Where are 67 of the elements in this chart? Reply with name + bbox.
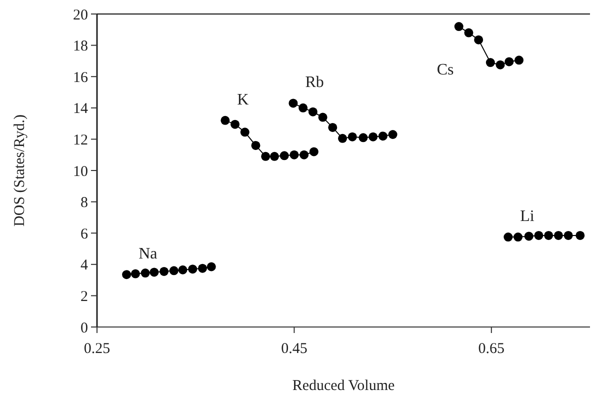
- point: [388, 130, 398, 140]
- point: [140, 268, 150, 278]
- y-tick-label: 20: [73, 7, 88, 24]
- point: [486, 58, 495, 68]
- point: [554, 230, 563, 240]
- y-tick-label: 6: [80, 226, 88, 242]
- point: [318, 112, 328, 122]
- point: [338, 134, 348, 143]
- point: [464, 28, 474, 38]
- series-label: K: [237, 91, 250, 108]
- point: [169, 266, 178, 276]
- series-label: Na: [138, 246, 158, 263]
- y-tick-label: 18: [73, 38, 88, 55]
- y-tick-label: 2: [80, 288, 88, 305]
- point: [514, 232, 523, 242]
- point: [298, 103, 308, 112]
- point: [309, 147, 318, 156]
- point: [290, 150, 299, 160]
- x-tick-label: 0.65: [478, 341, 505, 357]
- point: [150, 268, 159, 277]
- point: [251, 140, 260, 150]
- point: [178, 265, 188, 274]
- point: [534, 230, 544, 240]
- point: [220, 116, 230, 125]
- y-tick-label: 10: [73, 164, 88, 180]
- x-axis-title: Reduced Volume: [292, 378, 396, 394]
- point: [454, 22, 464, 32]
- point: [504, 57, 514, 66]
- point: [300, 150, 309, 160]
- point: [368, 132, 378, 142]
- point: [514, 56, 524, 65]
- point: [160, 266, 169, 276]
- point: [270, 152, 279, 161]
- point: [198, 264, 207, 273]
- point: [308, 107, 318, 116]
- point: [230, 120, 240, 129]
- point: [288, 98, 298, 108]
- series-label: Cs: [436, 62, 454, 79]
- point: [328, 122, 338, 132]
- series-label: Li: [520, 208, 535, 226]
- y-tick-label: 12: [73, 132, 88, 148]
- point: [240, 128, 250, 137]
- series-label: Rb: [305, 74, 324, 92]
- point: [358, 133, 368, 142]
- point: [348, 132, 357, 142]
- point: [188, 264, 198, 274]
- x-tick-label: 0.45: [281, 341, 308, 357]
- y-tick-label: 16: [73, 70, 88, 86]
- y-tick-label: 0: [80, 320, 88, 336]
- point: [280, 151, 289, 160]
- y-axis-title: DOS (States/Ryd.): [12, 114, 28, 226]
- point: [474, 35, 484, 44]
- point: [496, 60, 505, 70]
- y-tick-label: 14: [73, 101, 88, 118]
- point: [504, 232, 513, 242]
- point: [564, 230, 573, 240]
- point: [544, 230, 554, 240]
- point: [576, 230, 585, 240]
- point: [378, 132, 388, 141]
- point: [261, 152, 270, 161]
- y-tick-label: 4: [80, 258, 88, 274]
- x-tick-label: 0.25: [84, 341, 110, 357]
- y-tick-label: 8: [80, 195, 88, 212]
- point: [130, 269, 140, 278]
- point: [524, 232, 534, 241]
- point: [122, 270, 132, 280]
- point: [206, 262, 216, 272]
